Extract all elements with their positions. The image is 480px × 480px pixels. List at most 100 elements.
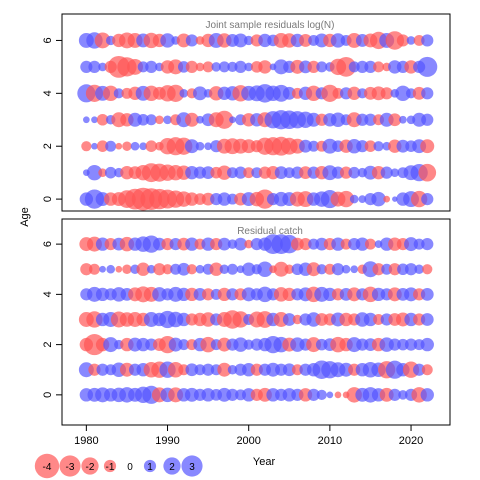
residual-bubble — [137, 113, 149, 126]
residual-bubble — [168, 337, 183, 352]
legend-bubble — [81, 457, 99, 475]
residual-bubble — [364, 238, 376, 250]
residual-bubble — [136, 262, 150, 276]
residual-bubble — [104, 166, 117, 179]
residual-bubble — [341, 264, 351, 274]
residual-bubble — [139, 142, 148, 151]
panel-bottom-bubbles — [78, 234, 434, 404]
residual-bubble — [388, 113, 402, 127]
residual-bubble — [122, 141, 132, 151]
residual-bubble — [185, 192, 199, 206]
residual-bubble — [145, 140, 158, 153]
residual-bubble — [244, 239, 253, 249]
residual-bubble — [420, 388, 434, 402]
residual-bubble — [274, 166, 288, 180]
residual-bubble — [145, 60, 158, 73]
residual-bubble — [233, 337, 248, 352]
residual-bubble — [299, 34, 312, 47]
residual-bubble — [396, 34, 410, 47]
residual-bubble — [96, 113, 109, 126]
legend-bubble — [163, 457, 181, 475]
x-tick-label: 2010 — [318, 435, 342, 447]
residual-bubble — [331, 237, 345, 251]
residual-bubble — [202, 61, 214, 73]
residual-bubble — [91, 116, 98, 124]
residual-bubble — [316, 264, 327, 275]
residual-bubble — [373, 61, 385, 73]
residual-bubble — [200, 336, 216, 353]
residual-bubble — [404, 338, 418, 351]
residual-bubble — [420, 287, 434, 301]
residual-bubble — [128, 112, 143, 127]
residual-bubble — [202, 363, 215, 376]
residual-bubble — [371, 191, 386, 207]
x-tick-label: 1990 — [155, 435, 179, 447]
residual-bubble — [98, 168, 107, 177]
residual-bubble — [373, 141, 384, 152]
legend-bubble — [103, 459, 117, 473]
residual-bubble — [421, 113, 434, 126]
residual-bubble — [364, 60, 377, 73]
residual-bubble — [420, 337, 434, 352]
residual-bubble — [308, 140, 320, 152]
residual-bubble — [418, 163, 437, 182]
residual-bubble — [163, 115, 172, 125]
residual-bubble — [167, 362, 184, 378]
residual-bubble — [226, 388, 239, 401]
residual-bubble — [413, 363, 426, 376]
residual-bubble — [185, 363, 199, 377]
residual-bubble — [184, 112, 199, 127]
y-tick-label: 2 — [42, 342, 54, 348]
residual-bubble — [195, 264, 205, 274]
residual-bubble — [299, 139, 312, 153]
residual-bubble — [316, 389, 327, 400]
residual-bubble — [347, 86, 361, 101]
panel-joint-sample-residuals: Joint sample residuals log(N) 0 2 4 6 — [42, 13, 451, 212]
residual-bubble — [232, 311, 249, 328]
residual-bubble — [185, 34, 198, 47]
residual-bubble — [217, 165, 232, 180]
residual-bubble — [356, 140, 369, 153]
residual-bubble — [91, 142, 98, 150]
residual-bubble — [193, 86, 207, 101]
residual-bubble — [185, 237, 199, 251]
y-axis-label: Age — [19, 207, 31, 227]
panel-top-title: Joint sample residuals log(N) — [206, 20, 335, 31]
residual-bubble — [167, 84, 185, 102]
residual-bubble — [336, 57, 356, 77]
residual-bubble — [364, 113, 377, 126]
legend-label: 1 — [147, 462, 153, 473]
residual-bubble — [316, 61, 328, 73]
residual-bubble — [258, 33, 272, 48]
residual-bubble — [404, 263, 418, 276]
residual-bubble — [179, 89, 189, 98]
residual-bubble — [243, 167, 255, 179]
residual-bubble — [204, 142, 212, 151]
residual-bubble — [218, 61, 230, 73]
residual-bubble — [122, 264, 132, 274]
residual-bubble — [196, 115, 204, 124]
panel-residual-catch: Residual catch 0 2 4 6 1980 1990 2000 2010 2020 — [42, 218, 451, 447]
residual-bubble — [273, 261, 289, 277]
residual-bubble — [244, 62, 253, 72]
residual-bubble — [227, 263, 238, 275]
x-tick-label: 2020 — [399, 435, 423, 447]
panel-top-frame — [61, 13, 451, 212]
residual-bubble — [307, 388, 320, 401]
residual-bubble — [321, 84, 339, 102]
residual-bubble — [178, 339, 190, 351]
residual-bubble — [229, 116, 236, 124]
residual-bubble — [284, 264, 295, 274]
residual-bubble — [340, 166, 353, 179]
legend-label: -1 — [106, 462, 115, 473]
residual-bubble — [243, 339, 254, 350]
residual-bubble — [96, 363, 109, 376]
x-axis: 1980 1990 2000 2010 2020 — [74, 424, 423, 447]
y-tick-label: 2 — [42, 143, 54, 149]
legend-label: -3 — [66, 462, 75, 473]
residual-bubble — [420, 313, 434, 326]
x-tick-label: 1980 — [74, 435, 98, 447]
residual-bubble — [160, 33, 175, 48]
residual-bubble — [201, 166, 215, 180]
residual-bubble — [390, 168, 400, 177]
